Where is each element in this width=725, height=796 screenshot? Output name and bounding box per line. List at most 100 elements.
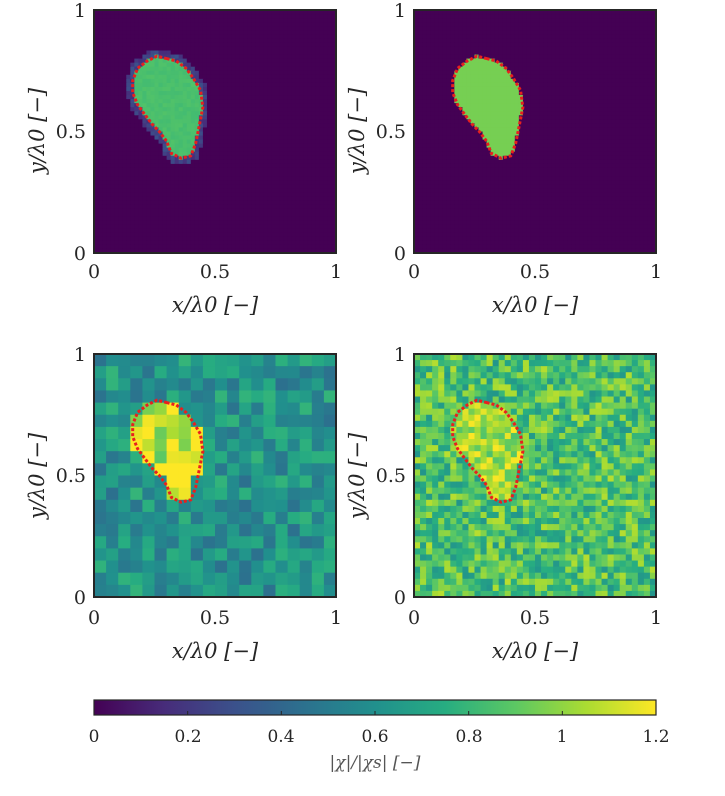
heatmap-cell bbox=[267, 204, 273, 210]
heatmap-cell bbox=[198, 107, 204, 112]
heatmap-cell bbox=[158, 18, 164, 23]
heatmap-cell bbox=[122, 10, 127, 15]
heatmap-cell bbox=[454, 95, 459, 100]
heatmap-cell bbox=[198, 38, 204, 43]
heatmap-cell bbox=[315, 248, 321, 253]
heatmap-cell bbox=[227, 244, 232, 250]
heatmap-cell bbox=[295, 155, 301, 161]
heatmap-cell bbox=[102, 66, 107, 72]
heatmap-cell bbox=[130, 216, 135, 222]
heatmap-cell bbox=[486, 62, 492, 68]
heatmap-cell bbox=[138, 224, 143, 230]
heatmap-cell bbox=[323, 139, 329, 145]
heatmap-cell bbox=[283, 50, 289, 56]
heatmap-cell bbox=[267, 184, 273, 189]
heatmap-cell bbox=[283, 22, 289, 27]
heatmap-cell bbox=[142, 131, 148, 137]
heatmap-cell bbox=[174, 139, 180, 145]
heatmap-cell bbox=[146, 180, 152, 185]
heatmap-cell bbox=[134, 119, 139, 124]
heatmap-cell bbox=[295, 196, 301, 201]
heatmap-cell bbox=[643, 54, 649, 60]
heatmap-cell bbox=[114, 66, 119, 72]
heatmap-cell bbox=[522, 10, 528, 15]
heatmap-cell bbox=[94, 232, 99, 238]
heatmap-cell bbox=[571, 38, 576, 43]
heatmap-cell bbox=[206, 66, 212, 72]
heatmap-cell bbox=[202, 127, 208, 133]
heatmap-cell bbox=[647, 26, 653, 31]
heatmap-cell bbox=[331, 208, 336, 214]
heatmap-cell bbox=[623, 62, 629, 68]
heatmap-cell bbox=[315, 143, 321, 149]
heatmap-cell bbox=[498, 58, 504, 64]
heatmap-cell bbox=[518, 58, 524, 64]
heatmap-cell bbox=[194, 151, 200, 157]
heatmap-cell bbox=[158, 236, 164, 242]
heatmap-cell bbox=[466, 38, 472, 43]
heatmap-cell bbox=[259, 172, 264, 177]
heatmap-cell bbox=[287, 135, 293, 141]
heatmap-cell bbox=[102, 155, 107, 161]
heatmap-cell bbox=[271, 95, 277, 100]
heatmap-cell bbox=[178, 74, 184, 80]
heatmap-cell bbox=[243, 131, 248, 137]
heatmap-cell bbox=[170, 212, 176, 218]
heatmap-cell bbox=[219, 228, 224, 234]
heatmap-cell bbox=[227, 34, 232, 39]
heatmap-cell bbox=[319, 86, 325, 92]
heatmap-cell bbox=[178, 107, 184, 112]
heatmap-cell bbox=[210, 26, 216, 31]
heatmap-cell bbox=[279, 192, 285, 197]
heatmap-cell bbox=[150, 54, 156, 60]
heatmap-cell bbox=[110, 236, 115, 242]
heatmap-cell bbox=[539, 91, 544, 96]
heatmap-cell bbox=[138, 155, 143, 161]
heatmap-cell bbox=[315, 107, 321, 112]
heatmap-cell bbox=[263, 14, 269, 19]
heatmap-cell bbox=[134, 151, 139, 157]
heatmap-cell bbox=[303, 18, 309, 23]
heatmap-cell bbox=[215, 208, 220, 214]
heatmap-cell bbox=[126, 26, 131, 31]
heatmap-cell bbox=[146, 78, 152, 84]
heatmap-cell bbox=[223, 30, 228, 35]
heatmap-cell bbox=[263, 66, 269, 72]
heatmap-cell bbox=[182, 184, 188, 189]
heatmap-cell bbox=[583, 10, 589, 15]
heatmap-cell bbox=[323, 180, 329, 185]
heatmap-cell bbox=[295, 176, 301, 181]
heatmap-cell bbox=[303, 147, 309, 153]
heatmap-cell bbox=[543, 42, 548, 48]
heatmap-cell bbox=[587, 91, 593, 96]
heatmap-cell bbox=[299, 236, 305, 242]
heatmap-cell bbox=[327, 192, 333, 197]
heatmap-cell bbox=[426, 34, 431, 39]
heatmap-cell bbox=[315, 135, 321, 141]
heatmap-cell bbox=[307, 91, 313, 96]
heatmap-cell bbox=[198, 208, 204, 214]
heatmap-cell bbox=[162, 192, 168, 197]
heatmap-cell bbox=[319, 127, 325, 133]
heatmap-cell bbox=[178, 184, 184, 189]
heatmap-cell bbox=[299, 22, 305, 27]
heatmap-cell bbox=[190, 139, 196, 145]
heatmap-cell bbox=[130, 91, 135, 96]
heatmap-cell bbox=[239, 78, 244, 84]
heatmap-cell bbox=[522, 54, 528, 60]
heatmap-cell bbox=[166, 22, 172, 27]
heatmap-cell bbox=[243, 74, 248, 80]
heatmap-cell bbox=[227, 232, 232, 238]
heatmap-cell bbox=[98, 82, 103, 88]
heatmap-cell bbox=[319, 180, 325, 185]
heatmap-cell bbox=[219, 70, 224, 76]
heatmap-cell bbox=[307, 151, 313, 157]
heatmap-cell bbox=[458, 54, 463, 60]
heatmap-cell bbox=[118, 135, 123, 141]
heatmap-cell bbox=[603, 38, 609, 43]
heatmap-cell bbox=[271, 111, 277, 116]
heatmap-cell bbox=[539, 30, 544, 35]
heatmap-cell bbox=[510, 91, 516, 96]
heatmap-cell bbox=[283, 240, 289, 246]
heatmap-cell bbox=[227, 139, 232, 145]
